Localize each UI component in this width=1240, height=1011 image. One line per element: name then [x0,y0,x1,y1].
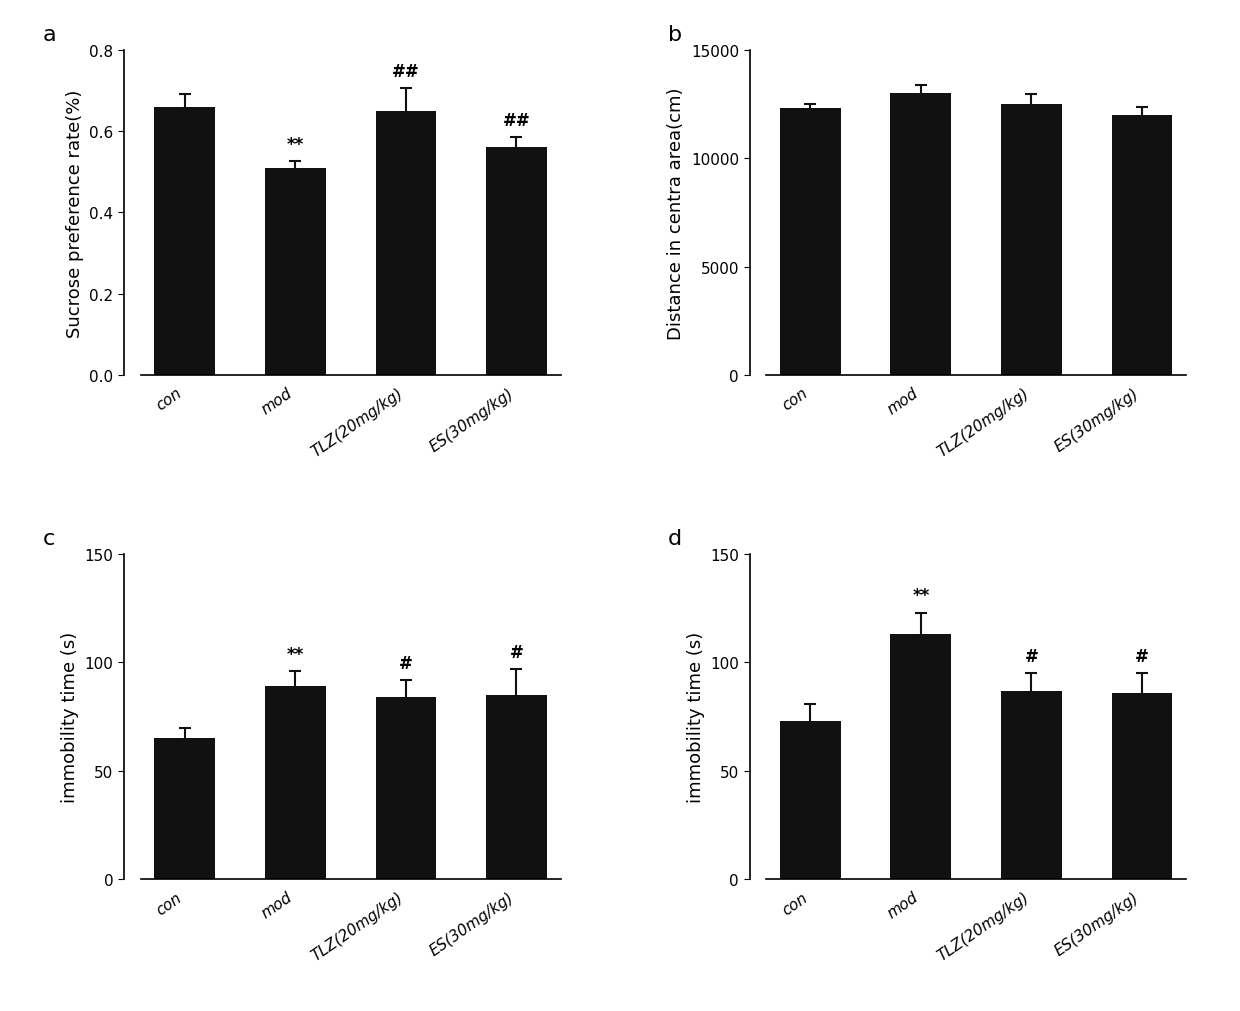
Bar [265,686,326,880]
Bar [486,148,547,376]
Text: ##: ## [502,112,531,129]
Bar [1111,115,1172,376]
Bar [780,722,841,880]
Text: **: ** [286,645,304,663]
Text: b: b [668,24,682,44]
Y-axis label: Distance in centra area(cm): Distance in centra area(cm) [667,87,686,340]
Text: #: # [510,643,523,661]
Bar [1001,105,1061,376]
Bar [890,94,951,376]
Text: d: d [668,529,682,548]
Text: ##: ## [392,63,420,81]
Y-axis label: Sucrose preference rate(%): Sucrose preference rate(%) [66,89,84,337]
Text: #: # [399,654,413,672]
Bar [1001,691,1061,880]
Text: **: ** [286,136,304,154]
Y-axis label: immobility time (s): immobility time (s) [687,632,704,803]
Y-axis label: immobility time (s): immobility time (s) [61,632,79,803]
Bar [890,635,951,880]
Text: #: # [1135,648,1149,665]
Bar [486,696,547,880]
Text: **: ** [913,586,930,605]
Bar [376,698,436,880]
Bar [780,109,841,376]
Bar [155,107,216,376]
Text: #: # [1024,648,1038,665]
Bar [376,111,436,376]
Bar [1111,694,1172,880]
Text: a: a [42,24,56,44]
Bar [155,739,216,880]
Text: c: c [42,529,55,548]
Bar [265,169,326,376]
